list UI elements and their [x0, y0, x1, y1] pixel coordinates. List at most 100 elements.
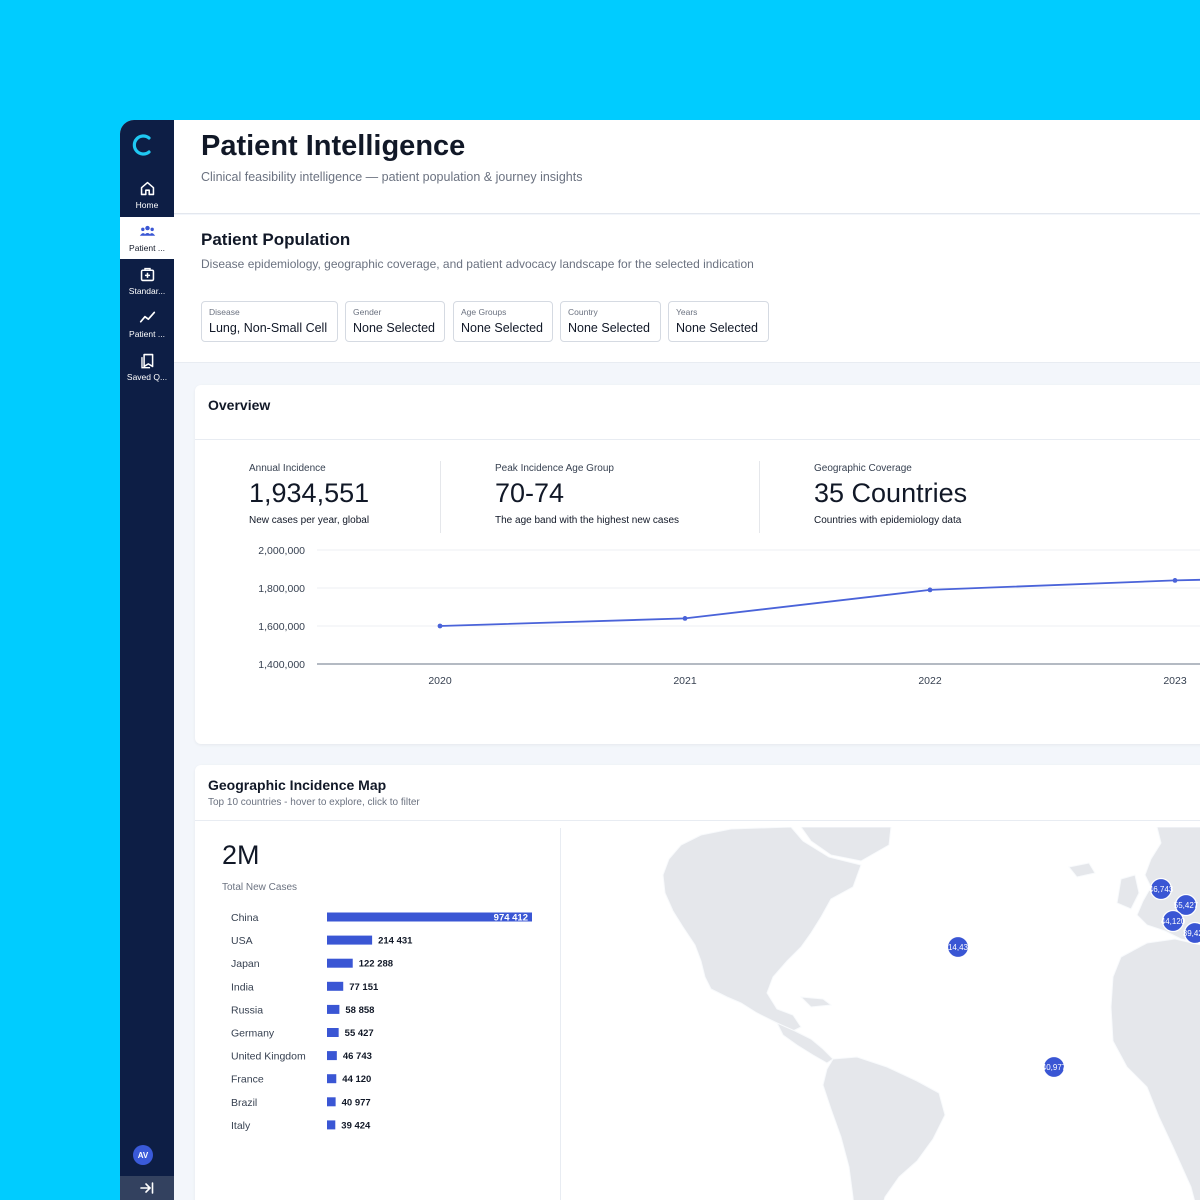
kpi-caption: Countries with epidemiology data [814, 515, 962, 526]
x-tick-label: 2021 [673, 675, 697, 687]
filter-country[interactable]: Country None Selected [560, 301, 661, 342]
bar-category-label: Russia [231, 1004, 263, 1016]
bar[interactable] [327, 1074, 337, 1084]
map-marker-dot[interactable] [946, 935, 970, 959]
map-marker-label: 39,424 [1183, 929, 1200, 938]
map-marker[interactable]: 55,427 [1174, 893, 1199, 917]
map-land-south-america [822, 1056, 946, 1200]
map-marker-label: 44,120 [1161, 917, 1186, 926]
bar-value-label: 39 424 [341, 1120, 371, 1131]
kpi-value: 35 Countries [814, 478, 968, 508]
sidebar-item-home[interactable]: Home [120, 174, 174, 216]
bar[interactable] [327, 935, 373, 945]
sidebar-item-patient-journey[interactable]: Patient ... [120, 303, 174, 345]
map-marker-dot[interactable] [1042, 1055, 1066, 1079]
divider [759, 461, 760, 533]
sidebar-item-saved-queries[interactable]: Saved Q... [120, 346, 174, 388]
y-tick-label: 1,800,000 [258, 583, 305, 595]
sidebar-item-standard-of-care[interactable]: Standar... [120, 260, 174, 302]
map-marker-dot[interactable] [1183, 921, 1200, 945]
sidebar-item-label: Saved Q... [126, 372, 168, 382]
map-marker[interactable]: 46,743 [1149, 877, 1174, 901]
bar-category-label: Italy [231, 1120, 251, 1132]
bar-category-label: Brazil [231, 1097, 257, 1109]
bar-category-label: China [231, 912, 259, 924]
filter-years[interactable]: Years None Selected [668, 301, 769, 342]
bar[interactable] [327, 1097, 336, 1107]
overview-card: Overview Annual Incidence 1,934,551 New … [195, 385, 1200, 744]
filter-value: None Selected [568, 321, 651, 335]
sidebar: Home Patient ... Standar... Patient ... … [120, 120, 174, 1200]
app-logo[interactable] [132, 132, 154, 158]
filter-label: Country [568, 307, 598, 317]
kpi-annual-incidence: Annual Incidence 1,934,551 New cases per… [249, 463, 369, 526]
geographic-map-card: Geographic Incidence Map Top 10 countrie… [195, 765, 1200, 1200]
total-new-cases-value: 2M [222, 840, 260, 870]
map-land-africa [1110, 938, 1200, 1200]
bar-value-label: 55 427 [345, 1028, 374, 1039]
geo-map-subtitle: Top 10 countries - hover to explore, cli… [208, 797, 420, 808]
page-title: Patient Intelligence [201, 130, 466, 162]
kpi-label: Peak Incidence Age Group [495, 463, 614, 474]
bar[interactable] [327, 958, 353, 968]
data-point[interactable] [927, 587, 933, 593]
map-marker-label: 214,431 [944, 943, 973, 952]
filter-age-groups[interactable]: Age Groups None Selected [453, 301, 553, 342]
people-icon [139, 225, 155, 236]
sidebar-item-patient-population[interactable]: Patient ... [120, 217, 174, 259]
bar-value-label: 122 288 [359, 959, 393, 970]
data-point[interactable] [682, 616, 688, 621]
data-point[interactable] [437, 623, 443, 629]
avatar[interactable]: AV [133, 1145, 153, 1165]
app-window: Home Patient ... Standar... Patient ... … [120, 120, 1200, 1200]
filter-value: None Selected [676, 321, 759, 335]
filter-value: None Selected [353, 321, 436, 335]
page-subtitle: Clinical feasibility intelligence — pati… [201, 170, 583, 184]
filter-value: None Selected [461, 321, 544, 335]
bar[interactable] [327, 1028, 339, 1037]
sidebar-item-label: Standar... [128, 286, 166, 296]
collapse-sidebar-button[interactable] [120, 1176, 174, 1200]
data-point[interactable] [1172, 578, 1178, 583]
bar-value-label: 46 743 [343, 1051, 372, 1062]
country-bar-chart: China 974 412 USA 214 431 Japan 122 288 India 7… [231, 912, 532, 1132]
sidebar-item-label: Patient ... [129, 329, 165, 339]
bar[interactable] [327, 1051, 337, 1061]
incidence-trend-chart: 1,400,000 1,600,000 1,800,000 2,000,000 2020… [258, 545, 1200, 687]
map-marker-dot[interactable] [1174, 893, 1198, 917]
map-land-caribbean [799, 996, 833, 1008]
section-title: Patient Population [201, 230, 351, 249]
section-description: Disease epidemiology, geographic coverag… [201, 257, 754, 271]
filter-disease[interactable]: Disease Lung, Non-Small Cell [201, 301, 338, 342]
geo-map-title: Geographic Incidence Map [208, 777, 387, 793]
bar-category-label: United Kingdom [231, 1051, 306, 1063]
map-marker[interactable]: 44,120 [1161, 909, 1186, 933]
map-land-north-america [662, 827, 862, 1032]
filter-label: Age Groups [461, 307, 507, 317]
filter-label: Disease [209, 307, 240, 317]
page-header: Patient Intelligence Clinical feasibilit… [174, 120, 1200, 214]
bar[interactable] [327, 1120, 336, 1130]
kpi-caption: The age band with the highest new cases [495, 515, 680, 526]
bar[interactable] [327, 1004, 340, 1014]
trend-icon [139, 311, 155, 323]
bar[interactable] [327, 912, 532, 922]
map-marker[interactable]: 40,977 [1042, 1055, 1067, 1079]
kpi-label: Geographic Coverage [814, 463, 912, 474]
divider [440, 461, 441, 533]
y-tick-label: 1,400,000 [258, 659, 305, 671]
filter-value: Lung, Non-Small Cell [209, 321, 328, 335]
map-marker-dot[interactable] [1161, 909, 1185, 933]
bar-category-label: France [231, 1074, 264, 1086]
map-marker-dot[interactable] [1149, 877, 1173, 901]
overview-title: Overview [208, 397, 271, 413]
series-line [439, 578, 1200, 627]
bar-value-label: 77 151 [349, 982, 379, 993]
map-marker[interactable]: 214,431 [944, 935, 973, 959]
map-marker[interactable]: 39,424 [1183, 921, 1200, 945]
filter-gender[interactable]: Gender None Selected [345, 301, 445, 342]
kpi-caption: New cases per year, global [249, 515, 370, 526]
map-land-iceland [1068, 862, 1096, 878]
bar[interactable] [327, 981, 344, 991]
